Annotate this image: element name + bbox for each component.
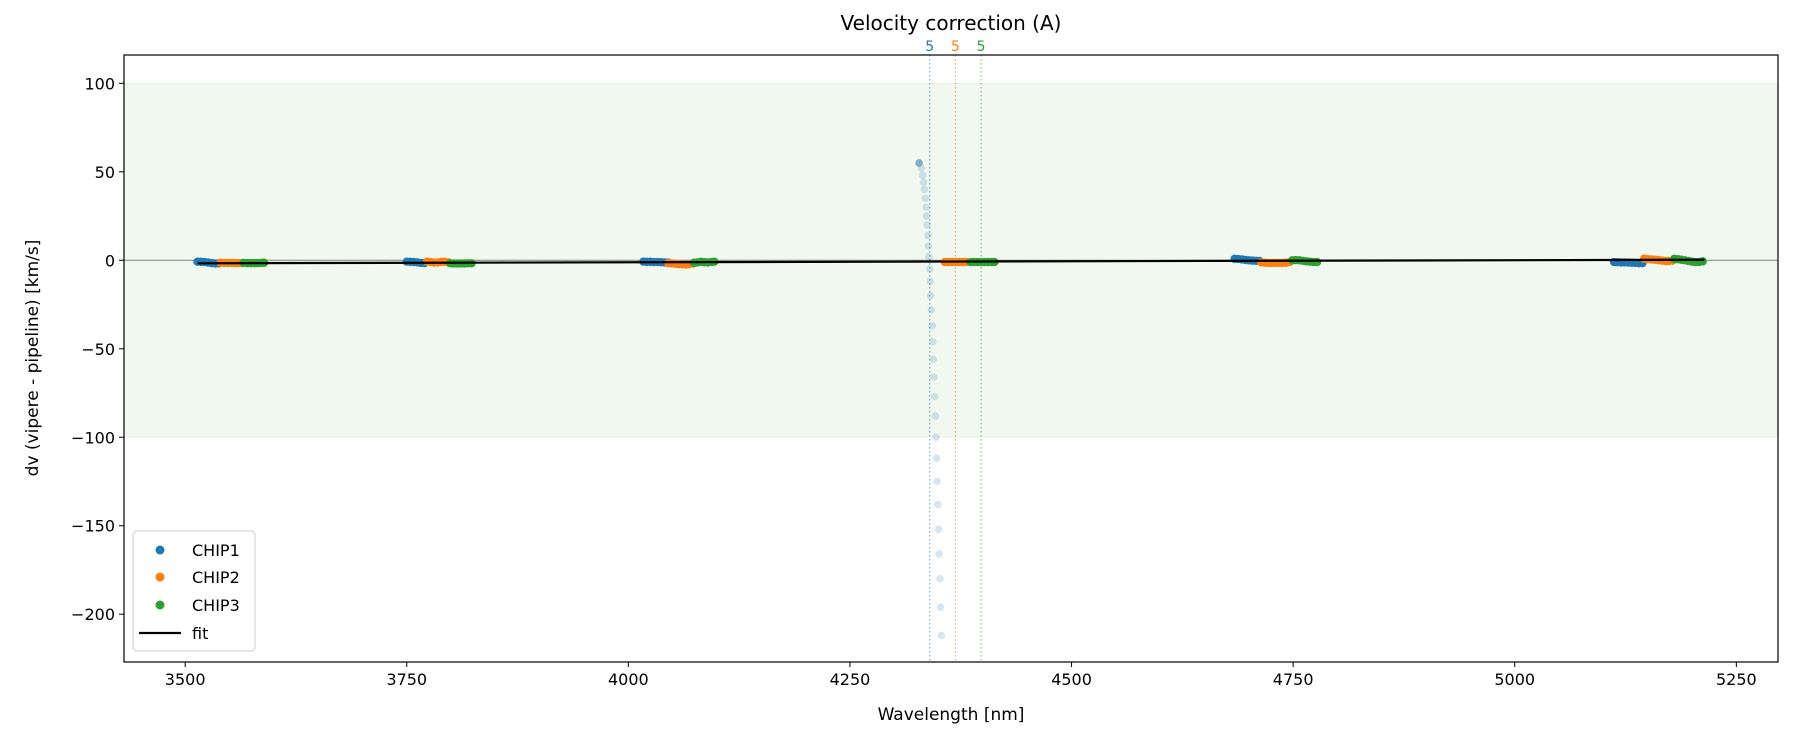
outlier-point (935, 550, 944, 558)
outlier-point (925, 252, 933, 261)
outlier-point (930, 392, 939, 401)
outlier-point (936, 603, 945, 611)
x-tick-label: 4000 (608, 670, 649, 689)
fit-line (197, 258, 1705, 265)
outlier-point (925, 265, 934, 273)
legend-marker-chip2 (155, 572, 165, 582)
outlier-point (934, 500, 942, 509)
x-tick-label: 5000 (1494, 670, 1535, 689)
marker-label-2: 5 (977, 39, 986, 55)
outlier-point (937, 631, 946, 640)
legend-marker-chip1 (155, 545, 165, 555)
chart-title: Velocity correction (A) (841, 11, 1062, 35)
outlier-point (924, 242, 933, 250)
data-point-chip3 (1698, 257, 1707, 266)
outlier-point (931, 412, 940, 420)
outlier-point (927, 306, 936, 314)
y-tick-label: −200 (71, 605, 115, 624)
y-tick-label: −100 (71, 428, 115, 447)
y-tick-label: −150 (71, 517, 115, 536)
data-point-chip3 (1312, 257, 1322, 267)
outlier-point (922, 212, 931, 220)
outlier-point (932, 454, 941, 463)
legend-label-chip2: CHIP2 (192, 568, 240, 587)
marker-label-1: 5 (951, 39, 960, 55)
plot-area: 5 5 5 3500 3750 4000 4250 4500 4750 5000 5250 −200 −… (71, 39, 1779, 689)
x-tick-label: 4250 (830, 670, 871, 689)
x-tick-label: 3500 (165, 670, 206, 689)
outlier-point (918, 171, 927, 180)
outlier-point (920, 185, 929, 194)
outlier-point (917, 164, 926, 173)
outlier-point (923, 221, 931, 229)
outlier-point (915, 159, 923, 167)
outlier-point (934, 525, 943, 534)
outlier-point (921, 194, 930, 203)
legend-frame (132, 530, 256, 652)
outlier-point (936, 575, 944, 583)
x-tick-label: 4750 (1273, 670, 1314, 689)
legend: CHIP1 CHIP2 CHIP3 fit (132, 530, 256, 652)
legend-marker-chip3 (155, 600, 165, 610)
outlier-point (930, 373, 938, 381)
x-tick-label: 3750 (386, 670, 427, 689)
outlier-point (924, 231, 932, 240)
legend-label-fit: fit (192, 624, 208, 643)
x-tick-label: 5250 (1716, 670, 1757, 689)
y-tick-label: 100 (84, 74, 115, 93)
legend-label-chip3: CHIP3 (192, 596, 240, 615)
outlier-point (929, 355, 938, 364)
x-tick-label: 4500 (1051, 670, 1092, 689)
axes-frame (123, 54, 1779, 663)
y-tick-label: −50 (81, 340, 115, 359)
outlier-point (922, 203, 930, 211)
outlier-point (919, 178, 928, 187)
y-axis-label: dv (vipere - pipeline) [km/s] (23, 240, 43, 477)
outlier-point (932, 433, 940, 442)
y-tick-label: 0 (105, 251, 115, 270)
outlier-point (926, 277, 934, 286)
legend-label-chip1: CHIP1 (192, 541, 240, 560)
outlier-point (928, 337, 937, 346)
marker-label-0: 5 (925, 39, 934, 55)
y-tick-label: 50 (95, 163, 115, 182)
outlier-point (926, 291, 935, 300)
outlier-point (933, 477, 942, 486)
x-axis-label: Wavelength [nm] (878, 705, 1025, 725)
outlier-point (928, 321, 936, 330)
